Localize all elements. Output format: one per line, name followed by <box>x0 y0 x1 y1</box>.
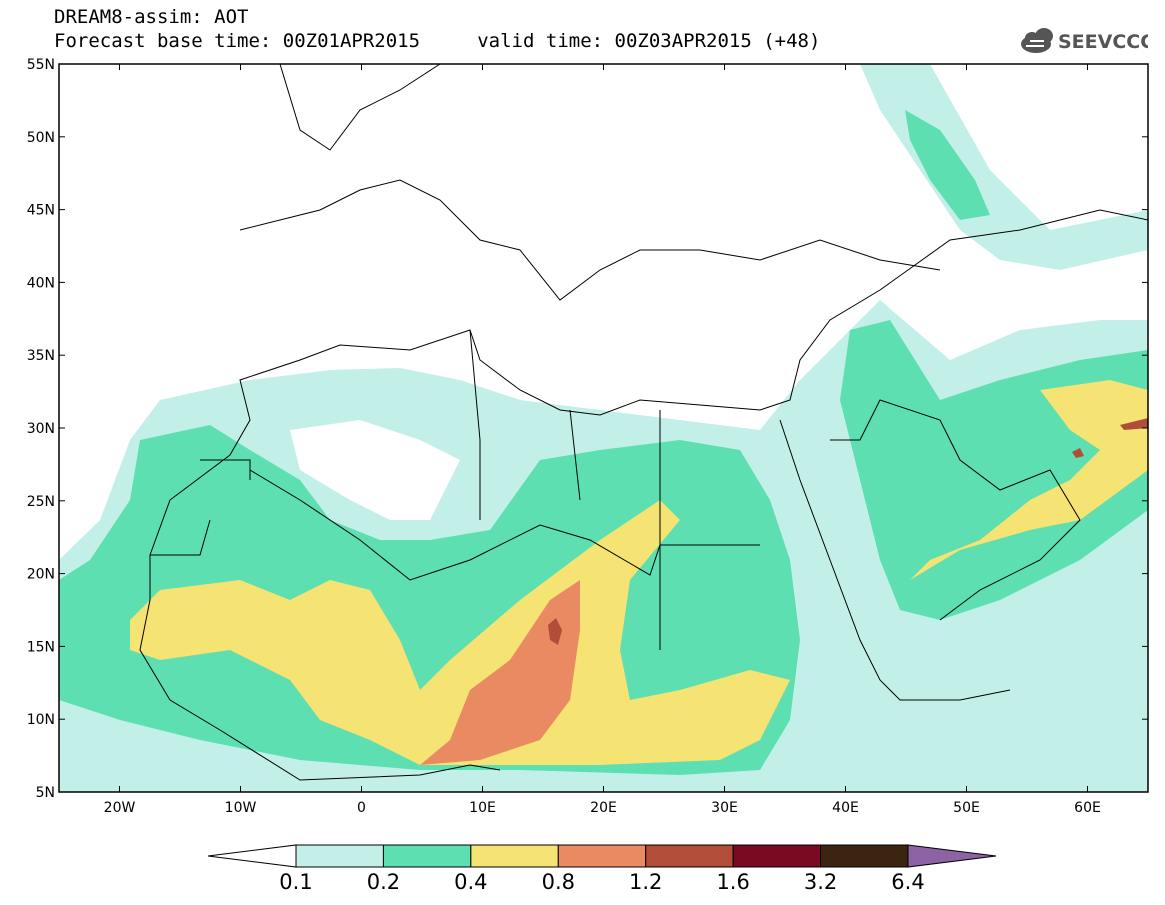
lat-tick-label: 50N <box>27 130 55 146</box>
lat-tick-label: 55N <box>27 57 55 73</box>
latitude-axis: 55N 50N 45N 40N 35N 30N 25N 20N 15N 10N 5N <box>27 57 1148 801</box>
colorbar-label: 0.2 <box>367 870 400 894</box>
lat-tick-label: 40N <box>27 275 55 291</box>
lat-tick-label: 20N <box>27 567 55 583</box>
seevccc-logo: SEEVCCC <box>1021 28 1148 53</box>
colorbar-label: 0.4 <box>454 870 487 894</box>
coastlines <box>139 64 1148 781</box>
colorbar-bin <box>470 844 559 868</box>
colorbar-bin <box>382 844 472 868</box>
lon-tick-label: 20W <box>104 800 136 816</box>
aot-region-green <box>905 110 990 220</box>
lon-tick-label: 0 <box>357 800 366 816</box>
lon-tick-label: 30E <box>711 800 738 816</box>
forecast-time-subtitle: Forecast base time: 00Z01APR2015 valid t… <box>54 30 821 52</box>
aot-clear-area <box>290 420 460 520</box>
aot-field <box>59 64 1148 792</box>
lat-tick-label: 25N <box>27 494 55 510</box>
colorbar-label: 0.8 <box>542 870 575 894</box>
cloud-icon <box>1021 28 1053 53</box>
coastline <box>149 209 1148 556</box>
colorbar-min-arrow <box>207 844 297 868</box>
colorbar-label: 1.2 <box>629 870 662 894</box>
coastline <box>139 555 501 781</box>
longitude-axis: 20W 10W 0 10E 20E 30E 40E 50E 60E <box>104 64 1101 816</box>
colorbar-bin <box>820 844 909 868</box>
aot-region-light <box>860 64 1148 270</box>
colorbar-max-arrow <box>907 844 997 868</box>
border <box>469 329 661 650</box>
lon-tick-label: 10W <box>225 800 257 816</box>
lon-tick-label: 20E <box>590 800 617 816</box>
map-title: DREAM8-assim: AOT <box>54 6 249 28</box>
lat-tick-label: 15N <box>27 639 55 655</box>
colorbar-bin <box>645 844 734 868</box>
lon-tick-label: 60E <box>1074 800 1101 816</box>
aot-region-red <box>1072 448 1084 458</box>
aot-region-red <box>548 618 562 645</box>
coastline <box>779 419 1011 701</box>
colorbar: 0.1 0.2 0.4 0.8 1.2 1.6 3.2 6.4 <box>207 844 997 894</box>
lat-tick-label: 45N <box>27 203 55 219</box>
aot-region-yellow <box>130 500 790 765</box>
coastline <box>830 399 1081 621</box>
lat-tick-label: 5N <box>36 785 55 801</box>
border <box>249 469 760 581</box>
lon-tick-label: 50E <box>953 800 980 816</box>
colorbar-bin <box>732 844 822 868</box>
lat-tick-label: 35N <box>27 348 55 364</box>
colorbar-bin <box>295 844 384 868</box>
lat-tick-label: 30N <box>27 421 55 437</box>
logo-text: SEEVCCC <box>1058 31 1148 53</box>
aot-region-yellow <box>910 380 1148 580</box>
colorbar-label: 3.2 <box>804 870 837 894</box>
lon-tick-label: 40E <box>832 800 859 816</box>
aot-region-red <box>1120 418 1148 430</box>
coastline <box>279 64 441 151</box>
colorbar-label: 1.6 <box>716 870 749 894</box>
colorbar-label: 0.1 <box>279 870 312 894</box>
border <box>150 459 251 556</box>
colorbar-bin <box>557 844 647 868</box>
lon-tick-label: 10E <box>469 800 496 816</box>
coastline <box>239 179 941 301</box>
lat-tick-label: 10N <box>27 712 55 728</box>
colorbar-label: 6.4 <box>891 870 924 894</box>
aot-region-orange <box>420 580 580 765</box>
